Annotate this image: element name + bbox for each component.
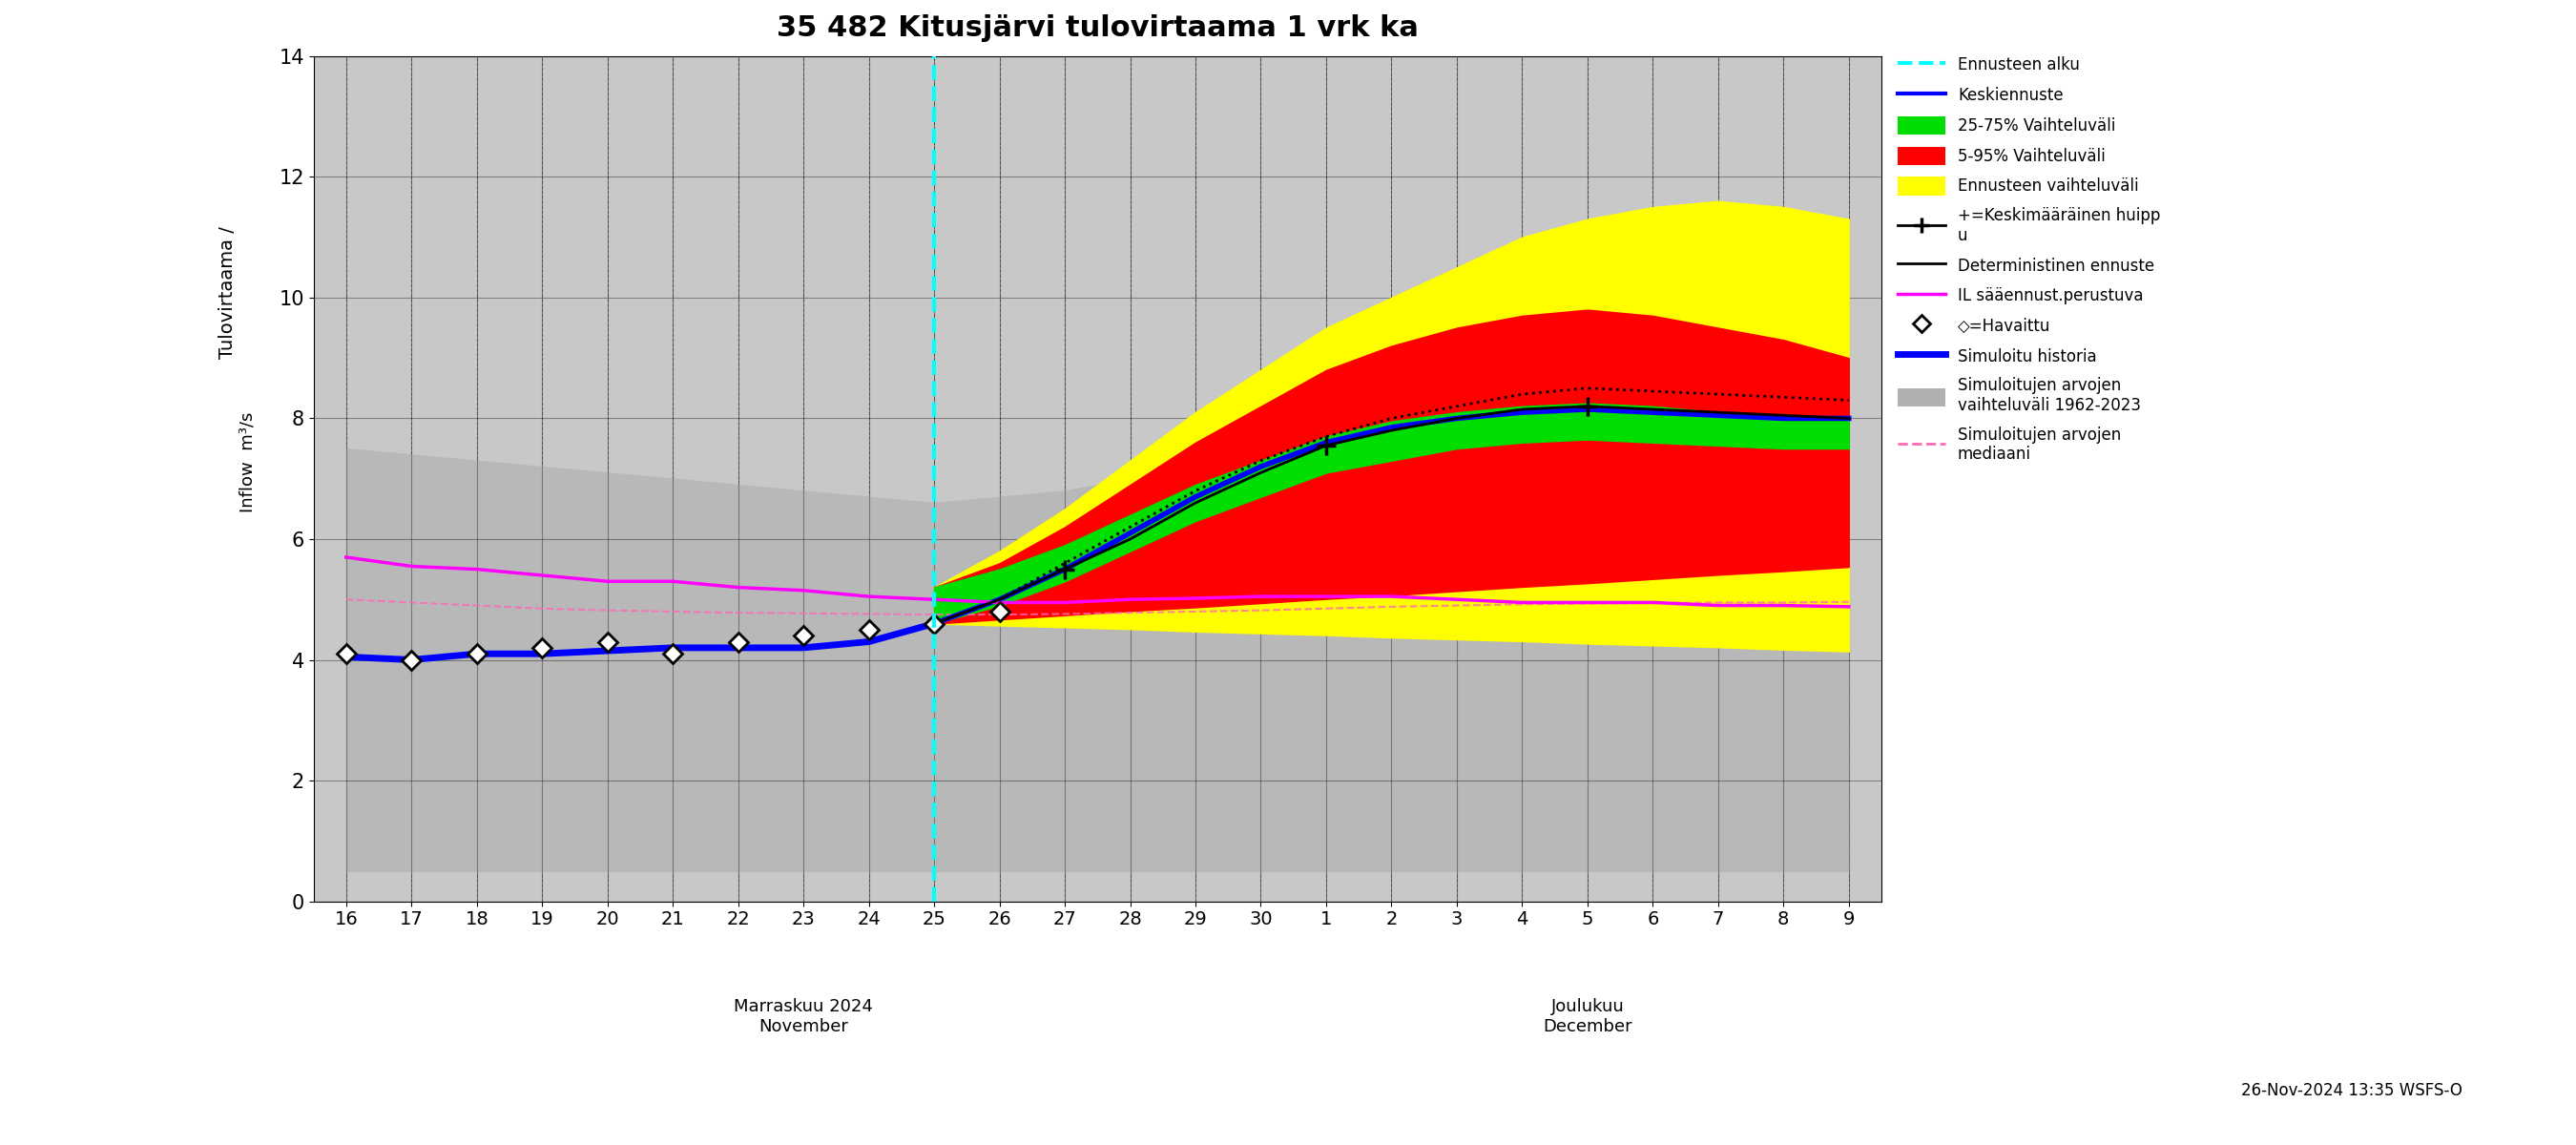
Text: Tulovirtaama /: Tulovirtaama / — [219, 227, 237, 360]
Text: 26-Nov-2024 13:35 WSFS-O: 26-Nov-2024 13:35 WSFS-O — [2241, 1082, 2463, 1099]
Text: Inflow  m³/s: Inflow m³/s — [240, 411, 255, 512]
Legend: Ennusteen alku, Keskiennuste, 25-75% Vaihteluväli, 5-95% Vaihteluväli, Ennusteen: Ennusteen alku, Keskiennuste, 25-75% Vai… — [1896, 56, 2161, 464]
Title: 35 482 Kitusjärvi tulovirtaama 1 vrk ka: 35 482 Kitusjärvi tulovirtaama 1 vrk ka — [775, 14, 1419, 42]
Text: Joulukuu
December: Joulukuu December — [1543, 998, 1633, 1035]
Text: Marraskuu 2024
November: Marraskuu 2024 November — [734, 998, 873, 1035]
